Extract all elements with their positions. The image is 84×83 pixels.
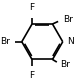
Text: N: N — [67, 37, 74, 46]
Text: Br: Br — [60, 60, 70, 69]
Text: F: F — [29, 3, 35, 12]
Text: Br: Br — [0, 37, 10, 46]
Text: F: F — [29, 71, 35, 80]
Text: Br: Br — [63, 15, 73, 24]
